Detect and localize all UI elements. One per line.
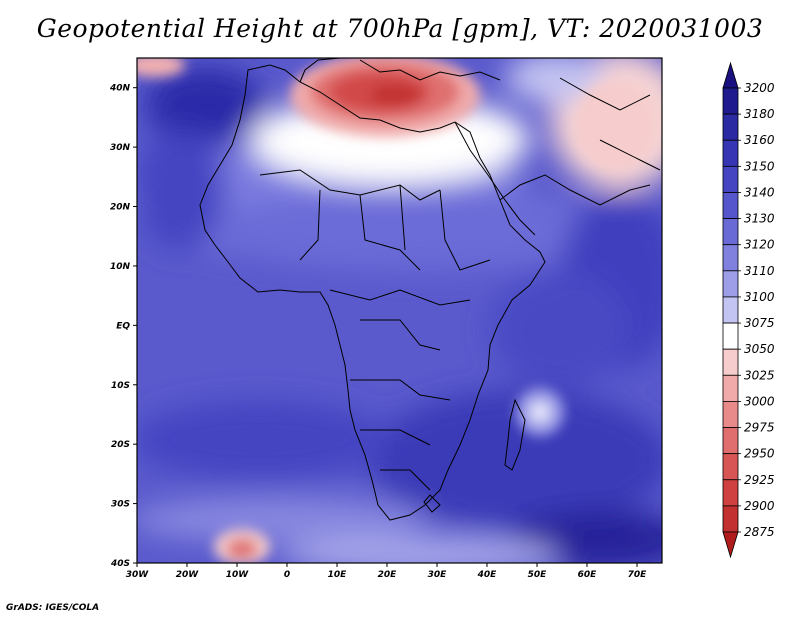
colorbar-label: 2975 bbox=[744, 421, 775, 435]
lon-tick-label: 10E bbox=[328, 570, 348, 580]
colorbar-swatch bbox=[722, 296, 739, 324]
colorbar-swatch bbox=[722, 139, 739, 167]
lat-axis: 40N 30N 20N 10N EQ 10S 20S 30S 40S bbox=[109, 84, 137, 569]
lon-tick-label: 30W bbox=[126, 570, 150, 580]
colorbar-swatch bbox=[722, 505, 739, 533]
europe-coast bbox=[299, 58, 501, 83]
colorbar-label: 3180 bbox=[744, 107, 775, 121]
lon-tick-label: 60E bbox=[578, 570, 598, 580]
colorbar-label: 2875 bbox=[744, 525, 775, 539]
lat-tick-label: 20S bbox=[111, 440, 130, 450]
colorbar-swatch bbox=[722, 374, 739, 402]
colorbar: 3200 3180 3160 3150 3140 3130 3120 3110 3100 3075… bbox=[722, 61, 775, 559]
colorbar-label: 2925 bbox=[744, 473, 775, 487]
colorbar-label: 3075 bbox=[744, 316, 775, 330]
lon-tick-label: 40E bbox=[477, 570, 498, 580]
colorbar-swatch bbox=[722, 270, 739, 298]
colorbar-swatch bbox=[722, 113, 739, 141]
colorbar-label: 2900 bbox=[744, 499, 775, 513]
height-field bbox=[137, 58, 662, 563]
chart-title: Geopotential Height at 700hPa [gpm], VT:… bbox=[36, 14, 764, 43]
lat-tick-label: 20N bbox=[110, 203, 131, 213]
colorbar-swatch bbox=[722, 165, 739, 193]
colorbar-label: 3025 bbox=[744, 368, 775, 382]
colorbar-swatch bbox=[722, 87, 739, 115]
colorbar-swatch bbox=[722, 218, 739, 246]
lat-tick-label: EQ bbox=[116, 321, 130, 331]
lon-tick-label: 50E bbox=[528, 570, 548, 580]
colorbar-swatch bbox=[722, 244, 739, 272]
lon-tick-label: 30E bbox=[428, 570, 448, 580]
colorbar-label: 2950 bbox=[744, 447, 775, 461]
colorbar-label: 3000 bbox=[744, 394, 775, 408]
lat-tick-label: 30N bbox=[110, 143, 131, 153]
colorbar-swatch bbox=[722, 453, 739, 481]
colorbar-swatch bbox=[722, 322, 739, 350]
colorbar-bottom-arrow bbox=[722, 531, 739, 559]
coastlines bbox=[199, 58, 661, 521]
colorbar-top-arrow bbox=[722, 61, 739, 89]
colorbar-label: 3100 bbox=[744, 290, 775, 304]
lon-tick-label: 0 bbox=[284, 570, 290, 580]
colorbar-label: 3110 bbox=[744, 264, 775, 278]
lon-tick-label: 10W bbox=[226, 570, 250, 580]
madagascar-outline bbox=[504, 398, 526, 471]
colorbar-swatch bbox=[722, 401, 739, 428]
lat-tick-label: 10S bbox=[111, 381, 130, 391]
africa-outline bbox=[199, 64, 546, 521]
colorbar-swatch bbox=[722, 192, 739, 219]
lat-tick-label: 40N bbox=[109, 84, 131, 94]
colorbar-label: 3050 bbox=[744, 342, 775, 356]
grads-credit: GrADS: IGES/COLA bbox=[6, 603, 100, 613]
country-borders bbox=[259, 169, 491, 491]
colorbar-label: 3140 bbox=[744, 185, 775, 199]
colorbar-swatch bbox=[722, 479, 739, 507]
lat-tick-label: 30S bbox=[111, 500, 130, 510]
lon-axis: 30W 20W 10W 0 10E 20E 30E 40E 50E 60E 70E bbox=[126, 563, 647, 580]
lat-tick-label: 10N bbox=[110, 262, 131, 272]
arabia-coast bbox=[454, 121, 651, 236]
lon-tick-label: 70E bbox=[628, 570, 648, 580]
colorbar-label: 3150 bbox=[744, 159, 775, 173]
lon-tick-label: 20W bbox=[176, 570, 200, 580]
colorbar-label: 3160 bbox=[744, 133, 775, 147]
field-lows bbox=[137, 58, 655, 563]
lesotho-outline bbox=[423, 494, 441, 513]
colorbar-swatch bbox=[722, 427, 739, 455]
asia-borders bbox=[559, 77, 661, 171]
colorbar-label: 3200 bbox=[744, 81, 775, 95]
colorbar-swatch bbox=[722, 348, 739, 376]
colorbar-label: 3130 bbox=[744, 212, 775, 226]
colorbar-label: 3120 bbox=[744, 238, 775, 252]
lon-tick-label: 20E bbox=[378, 570, 398, 580]
lat-tick-label: 40S bbox=[110, 559, 130, 569]
plot-frame bbox=[136, 57, 663, 564]
